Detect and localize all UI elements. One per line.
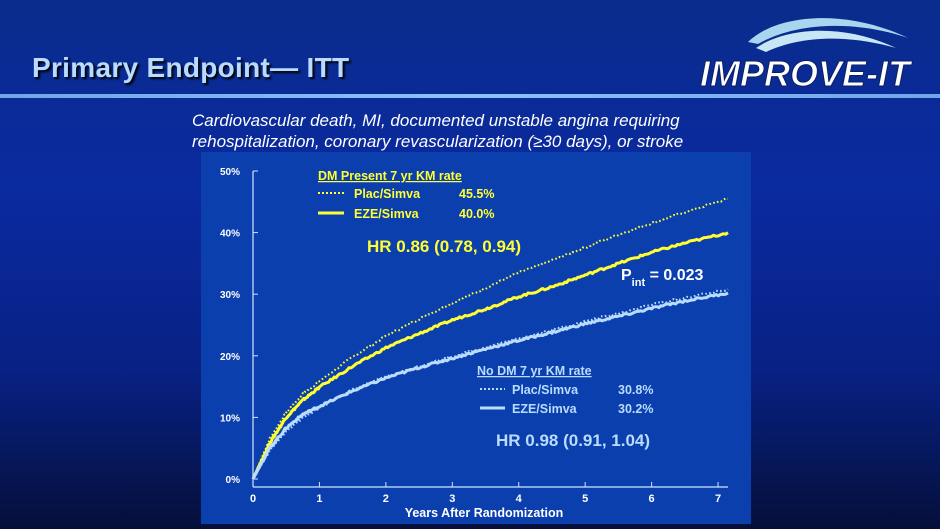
legend-dm-label-2: EZE/Simva [354,207,420,221]
legend-dm-title: DM Present 7 yr KM rate [318,169,462,183]
legend-dm-label-1: Plac/Simva [354,187,421,201]
x-tick-label: 2 [383,493,389,505]
x-tick-label: 5 [582,493,588,505]
legend-dm-value-2: 40.0% [459,207,494,221]
x-tick-label: 1 [316,493,322,505]
legend-nodm-label-1: Plac/Simva [512,383,579,397]
legend-nodm-value-1: 30.8% [618,383,653,397]
legend-nodm-label-2: EZE/Simva [512,402,578,416]
legend-nodm-value-2: 30.2% [618,402,653,416]
x-tick-label: 3 [449,493,455,505]
legend-nodm-title: No DM 7 yr KM rate [477,364,592,378]
x-tick-label: 7 [715,493,721,505]
series-dm-plac-simva [252,197,729,480]
y-tick-label: 0% [226,475,241,486]
km-chart: 0% 10% 20% 30% 40% 50% 0 1 2 3 4 5 6 7 DM Present 7 y… [220,167,729,520]
slide-title: Primary Endpoint— ITT [32,52,350,83]
y-tick-label: 10% [220,413,240,424]
x-axis-label: Years After Randomization [405,506,564,520]
chart-series [251,197,729,480]
y-tick-label: 50% [220,167,240,178]
km-chart-panel: 0% 10% 20% 30% 40% 50% 0 1 2 3 4 5 6 7 DM Present 7 y… [201,152,751,524]
subtitle-line-2: rehospitalization, coronary revasculariz… [192,132,684,151]
hr-nodm-annotation: HR 0.98 (0.91, 1.04) [496,431,650,450]
series-dm-eze-simva [251,231,729,480]
p-interaction-annotation: Pint = 0.023 [621,267,704,289]
y-tick-label: 20% [220,352,240,363]
legend-dm-value-1: 45.5% [459,187,494,201]
x-tick-label: 0 [250,493,256,505]
y-tick-label: 40% [220,229,240,240]
subtitle: Cardiovascular death, MI, documented uns… [192,110,892,152]
hr-dm-annotation: HR 0.86 (0.78, 0.94) [367,237,521,256]
subtitle-line-1: Cardiovascular death, MI, documented uns… [192,111,680,130]
series-no-dm-eze-simva [251,291,729,480]
y-tick-label: 30% [220,290,240,301]
improve-it-logo: IMPROVE-IT [700,18,914,92]
x-tick-label: 4 [516,493,523,505]
legend-nodm: No DM 7 yr KM rate Plac/Simva 30.8% EZE/… [477,364,653,416]
title-rule [0,94,940,98]
chart-axes: 0% 10% 20% 30% 40% 50% 0 1 2 3 4 5 6 7 [220,167,728,505]
legend-dm: DM Present 7 yr KM rate Plac/Simva 45.5%… [318,169,494,221]
x-tick-label: 6 [649,493,655,505]
series-no-dm-plac-simva [252,288,729,480]
svg-text:IMPROVE-IT: IMPROVE-IT [700,53,913,92]
